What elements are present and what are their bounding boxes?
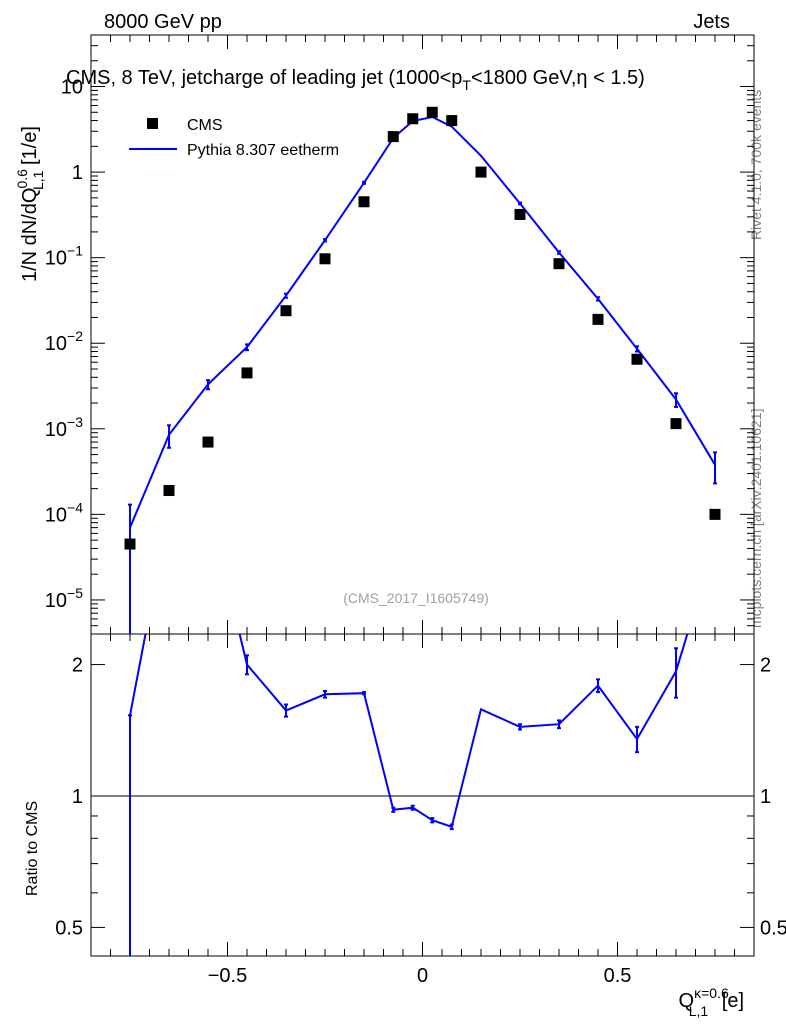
cms-data-point	[358, 196, 370, 208]
cms-data-point	[709, 508, 721, 520]
legend-marker-cms	[147, 118, 158, 129]
category-label: Jets	[693, 11, 730, 33]
ratio-y-tick-label-right: 0.5	[760, 917, 786, 939]
ratio-curve	[129, 634, 689, 829]
cms-data-point	[124, 538, 136, 550]
main-y-tick-label: 10−4	[45, 499, 83, 526]
cms-data-point	[202, 436, 214, 448]
ratio-panel-frame	[90, 633, 755, 957]
cms-data-point	[514, 208, 526, 220]
analysis-id-label: (CMS_2017_I1605749)	[343, 590, 489, 606]
cms-data-point	[280, 305, 292, 317]
mcplots-label: mcplots.cern.ch [arXiv:2401.10621]	[748, 409, 764, 628]
legend: CMS Pythia 8.307 eetherm	[129, 117, 339, 159]
main-y-axis-label: 1/N dN/dQ0.6L,1 [1/e]	[14, 126, 46, 282]
cms-data-point	[426, 106, 438, 118]
plot-title: CMS, 8 TeV, jetcharge of leading jet (10…	[66, 67, 645, 93]
rivet-label: Rivet 4.1.0, 700k events	[748, 90, 764, 240]
main-y-tick-label: 10	[61, 77, 83, 99]
ratio-y-tick-label-left: 0.5	[55, 917, 83, 939]
main-y-tick-label: 10−3	[45, 414, 83, 441]
cms-data-point	[387, 131, 399, 143]
main-y-tick-label: 1	[72, 162, 83, 184]
main-y-tick-label: 10−1	[45, 243, 83, 270]
x-tick-label: 0.5	[604, 965, 632, 987]
x-axis-label: Qκ=0.6 L,1 [e]	[679, 985, 744, 1019]
cms-data-point	[553, 258, 565, 270]
cms-data-point	[631, 353, 643, 365]
legend-label-cms: CMS	[187, 117, 223, 134]
cms-data-point	[475, 166, 487, 178]
ratio-y-tick-label-right: 1	[760, 786, 771, 808]
x-tick-label: 0	[417, 965, 428, 987]
ratio-plot-area	[91, 634, 754, 956]
main-plot-area	[124, 106, 721, 634]
ratio-axis-ticks: −0.5 0 0.5 0.5 0.5 1 1 2 2	[55, 634, 786, 987]
ratio-y-tick-label-left: 1	[72, 786, 83, 808]
cms-data-point	[446, 115, 458, 127]
x-tick-label: −0.5	[208, 965, 247, 987]
pythia-curve	[129, 115, 716, 528]
cms-data-point	[670, 418, 682, 430]
energy-label: 8000 GeV pp	[104, 11, 222, 33]
ratio-y-tick-label-left: 2	[72, 655, 83, 677]
cms-data-point	[407, 113, 419, 125]
legend-label-pythia: Pythia 8.307 eetherm	[187, 142, 339, 159]
main-y-tick-label: 10−2	[45, 328, 83, 355]
ratio-y-axis-label: Ratio to CMS	[24, 801, 41, 896]
cms-data-point	[163, 485, 175, 497]
main-axis-ticks: 10−5 10−4 10−3 10−2 10−1 1 10	[45, 34, 754, 635]
cms-data-point	[319, 253, 331, 265]
cms-data-point	[592, 313, 604, 325]
cms-data-point	[241, 367, 253, 379]
ratio-y-tick-label-right: 2	[760, 655, 771, 677]
main-y-tick-label: 10−5	[45, 585, 83, 612]
